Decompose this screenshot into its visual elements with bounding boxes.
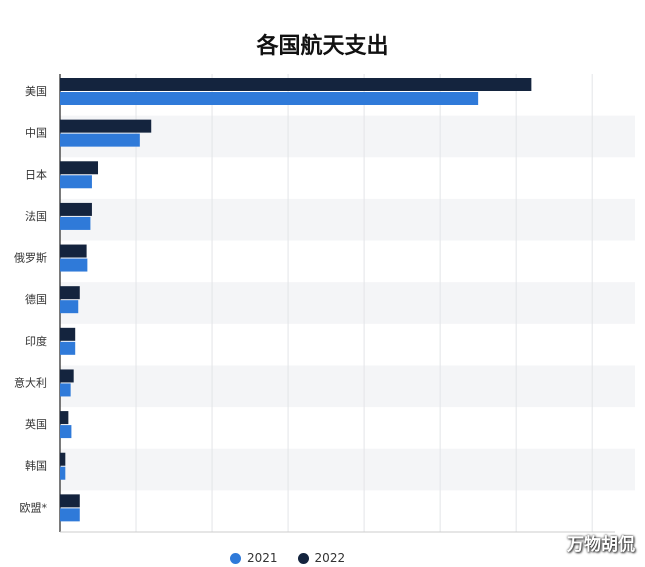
bar-2022-美国 bbox=[60, 78, 532, 91]
bar-2022-意大利 bbox=[60, 369, 74, 383]
category-label-意大利: 意大利 bbox=[14, 375, 47, 389]
category-label-英国: 英国 bbox=[25, 417, 47, 431]
bar-2021-印度 bbox=[60, 341, 76, 355]
bar-2022-英国 bbox=[60, 411, 69, 425]
bar-2021-意大利 bbox=[60, 383, 71, 397]
bar-2021-德国 bbox=[60, 300, 79, 314]
row-band bbox=[60, 198, 635, 241]
bar-2021-英国 bbox=[60, 425, 72, 439]
category-label-中国: 中国 bbox=[25, 127, 47, 140]
bar-2022-欧盟* bbox=[60, 494, 80, 508]
row-band bbox=[60, 282, 635, 324]
legend-item-2021: 2021 bbox=[230, 551, 278, 565]
watermark: 万物胡侃 bbox=[567, 535, 635, 555]
legend-swatch-2021 bbox=[230, 552, 241, 564]
bar-2022-韩国 bbox=[60, 452, 66, 466]
bar-2022-德国 bbox=[60, 286, 80, 300]
bar-2021-韩国 bbox=[60, 466, 66, 480]
bar-2022-中国 bbox=[60, 119, 152, 133]
bar-2022-印度 bbox=[60, 327, 76, 341]
legend: 2021 2022 bbox=[230, 549, 365, 567]
row-band bbox=[60, 115, 635, 158]
row-band bbox=[60, 365, 635, 408]
bar-2021-中国 bbox=[60, 133, 140, 147]
bar-2021-法国 bbox=[60, 216, 91, 230]
row-band bbox=[60, 448, 635, 491]
bar-2021-俄罗斯 bbox=[60, 258, 88, 272]
category-label-美国: 美国 bbox=[25, 85, 47, 98]
bar-2021-日本 bbox=[60, 175, 92, 189]
bar-2022-日本 bbox=[60, 161, 99, 175]
category-label-德国: 德国 bbox=[25, 292, 47, 306]
bar-2021-欧盟* bbox=[60, 508, 80, 522]
category-label-法国: 法国 bbox=[25, 209, 47, 223]
category-label-韩国: 韩国 bbox=[25, 459, 47, 473]
legend-swatch-2022 bbox=[297, 552, 309, 564]
category-label-俄罗斯: 俄罗斯 bbox=[14, 252, 47, 265]
bar-2021-美国 bbox=[60, 92, 479, 105]
bar-2022-俄罗斯 bbox=[60, 244, 87, 258]
bar-2022-法国 bbox=[60, 202, 92, 216]
legend-item-2022: 2022 bbox=[297, 551, 346, 565]
category-label-日本: 日本 bbox=[25, 167, 47, 181]
category-label-欧盟*: 欧盟* bbox=[20, 501, 48, 514]
legend-label-2022: 2022 bbox=[314, 551, 346, 565]
legend-label-2021: 2021 bbox=[247, 551, 278, 565]
category-label-印度: 印度 bbox=[25, 334, 47, 348]
chart-title: 各国航天支出 bbox=[256, 34, 389, 59]
